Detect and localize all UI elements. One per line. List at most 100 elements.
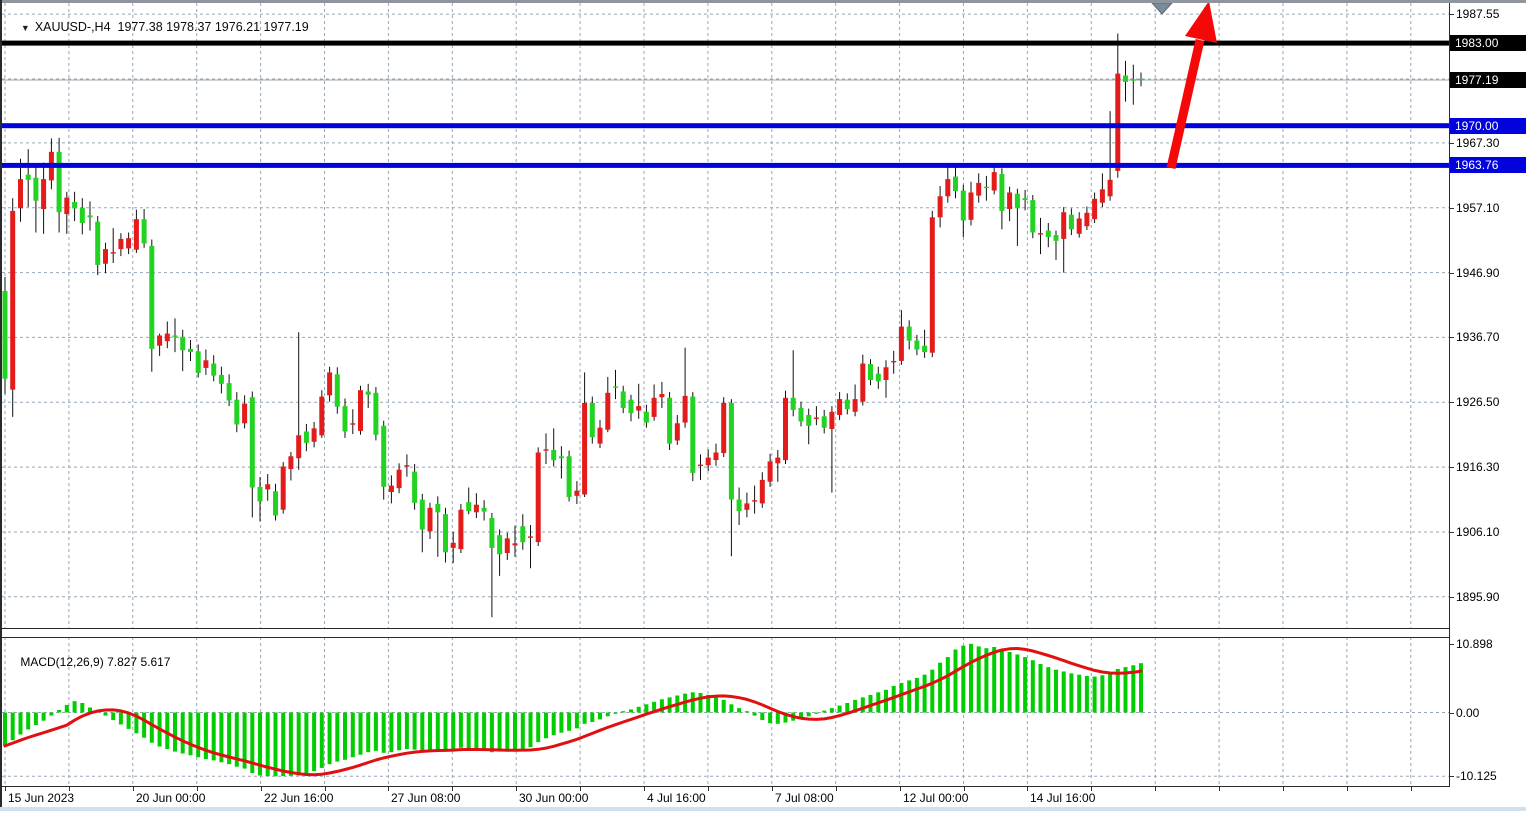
candle	[350, 409, 356, 435]
candle	[767, 453, 773, 487]
candle	[365, 383, 371, 408]
macd-histogram-bar	[64, 704, 69, 713]
candle	[775, 450, 781, 482]
candle	[960, 184, 966, 237]
time-tick	[1091, 787, 1092, 791]
macd-histogram-bar	[1046, 667, 1051, 713]
macd-histogram-bar	[497, 712, 502, 752]
candle	[582, 372, 588, 497]
candle	[242, 395, 248, 429]
macd-histogram-bar	[1030, 660, 1035, 713]
time-tick	[1219, 787, 1220, 791]
candle	[837, 392, 843, 421]
candle	[1099, 173, 1105, 208]
candle	[481, 500, 487, 521]
macd-histogram-bar	[134, 712, 139, 734]
candle	[821, 409, 827, 434]
candle	[126, 232, 132, 255]
macd-histogram-bar	[505, 712, 510, 751]
time-tick	[772, 787, 773, 791]
candle	[643, 404, 649, 428]
candle	[852, 384, 858, 417]
candle	[103, 242, 108, 274]
candle	[311, 422, 317, 448]
symbol-dropdown-icon[interactable]: ▼	[20, 23, 30, 33]
macd-histogram-bar	[1084, 676, 1089, 713]
macd-histogram-bar	[173, 712, 177, 752]
macd-histogram-bar	[899, 682, 904, 713]
macd-histogram-bar	[389, 712, 394, 753]
macd-histogram-bar	[845, 703, 850, 713]
candle	[759, 472, 765, 508]
macd-histogram-bar	[26, 712, 31, 730]
candle	[280, 462, 286, 514]
macd-histogram-bar	[605, 712, 610, 717]
price-tick-label: 1926.50	[1456, 395, 1500, 409]
macd-histogram-bar	[768, 712, 773, 724]
candle	[234, 392, 240, 433]
macd-histogram-bar	[930, 669, 935, 713]
horizontal-line-1983.00[interactable]	[2, 40, 1449, 46]
macd-histogram-bar	[180, 712, 185, 754]
macd-histogram-bar	[373, 712, 378, 751]
up-arrow-icon[interactable]	[1166, 1, 1217, 169]
macd-histogram-bar	[49, 712, 54, 716]
ohlc-open: 1977.38	[117, 20, 163, 34]
candle	[257, 477, 263, 522]
price-tick	[1449, 208, 1454, 209]
panel-separator[interactable]	[2, 637, 1449, 638]
time-tick	[964, 787, 965, 791]
candle	[133, 209, 139, 253]
candle	[806, 408, 812, 445]
macd-histogram-bar	[551, 712, 556, 736]
macd-histogram-bar	[513, 712, 517, 751]
candle	[373, 387, 379, 441]
candle	[574, 481, 580, 504]
time-tick	[516, 787, 517, 791]
candle	[118, 233, 124, 257]
time-tick	[1027, 787, 1028, 791]
time-axis-label: 14 Jul 16:00	[1030, 791, 1096, 805]
price-tick-label: 1895.90	[1456, 590, 1500, 604]
candle	[891, 350, 897, 374]
horizontal-line-1963.76[interactable]	[2, 162, 1449, 168]
macd-histogram-bar	[775, 712, 780, 724]
candle	[1076, 212, 1082, 238]
candle	[674, 415, 680, 445]
macd-histogram-bar	[922, 674, 927, 713]
time-axis-label: 27 Jun 08:00	[391, 791, 461, 805]
main-chart-panel[interactable]	[2, 3, 1449, 628]
macd-histogram-bar	[103, 712, 108, 716]
candle	[450, 532, 456, 564]
macd-histogram-bar	[1100, 675, 1105, 713]
macd-histogram-bar	[80, 703, 85, 713]
candle	[211, 355, 217, 382]
macd-histogram-bar	[404, 712, 409, 749]
price-line-label-1977.19: 1977.19	[1450, 72, 1526, 88]
horizontal-line-1970.00[interactable]	[2, 123, 1449, 129]
candle	[844, 393, 850, 415]
candle	[566, 450, 572, 502]
macd-histogram-bar	[142, 712, 147, 738]
macd-panel[interactable]	[2, 637, 1449, 786]
macd-histogram-bar	[474, 712, 479, 750]
macd-histogram-bar	[992, 647, 997, 713]
candle	[597, 420, 603, 449]
price-tick-label: 1906.10	[1456, 525, 1500, 539]
candle	[898, 310, 904, 365]
chart-shift-marker-icon[interactable]	[1150, 2, 1174, 15]
macd-histogram-bar	[111, 712, 116, 721]
macd-histogram-bar	[760, 712, 765, 721]
macd-histogram-bar	[853, 699, 858, 713]
macd-histogram-bar	[312, 712, 317, 772]
candle	[489, 512, 495, 618]
candle	[141, 209, 147, 248]
macd-histogram-bar	[33, 712, 38, 726]
time-tick	[133, 787, 134, 791]
macd-histogram-bar	[1015, 654, 1020, 713]
macd-histogram-bar	[636, 706, 641, 713]
macd-histogram-bar	[1139, 663, 1143, 713]
macd-histogram-bar	[559, 712, 564, 733]
macd-histogram-bar	[659, 699, 664, 713]
